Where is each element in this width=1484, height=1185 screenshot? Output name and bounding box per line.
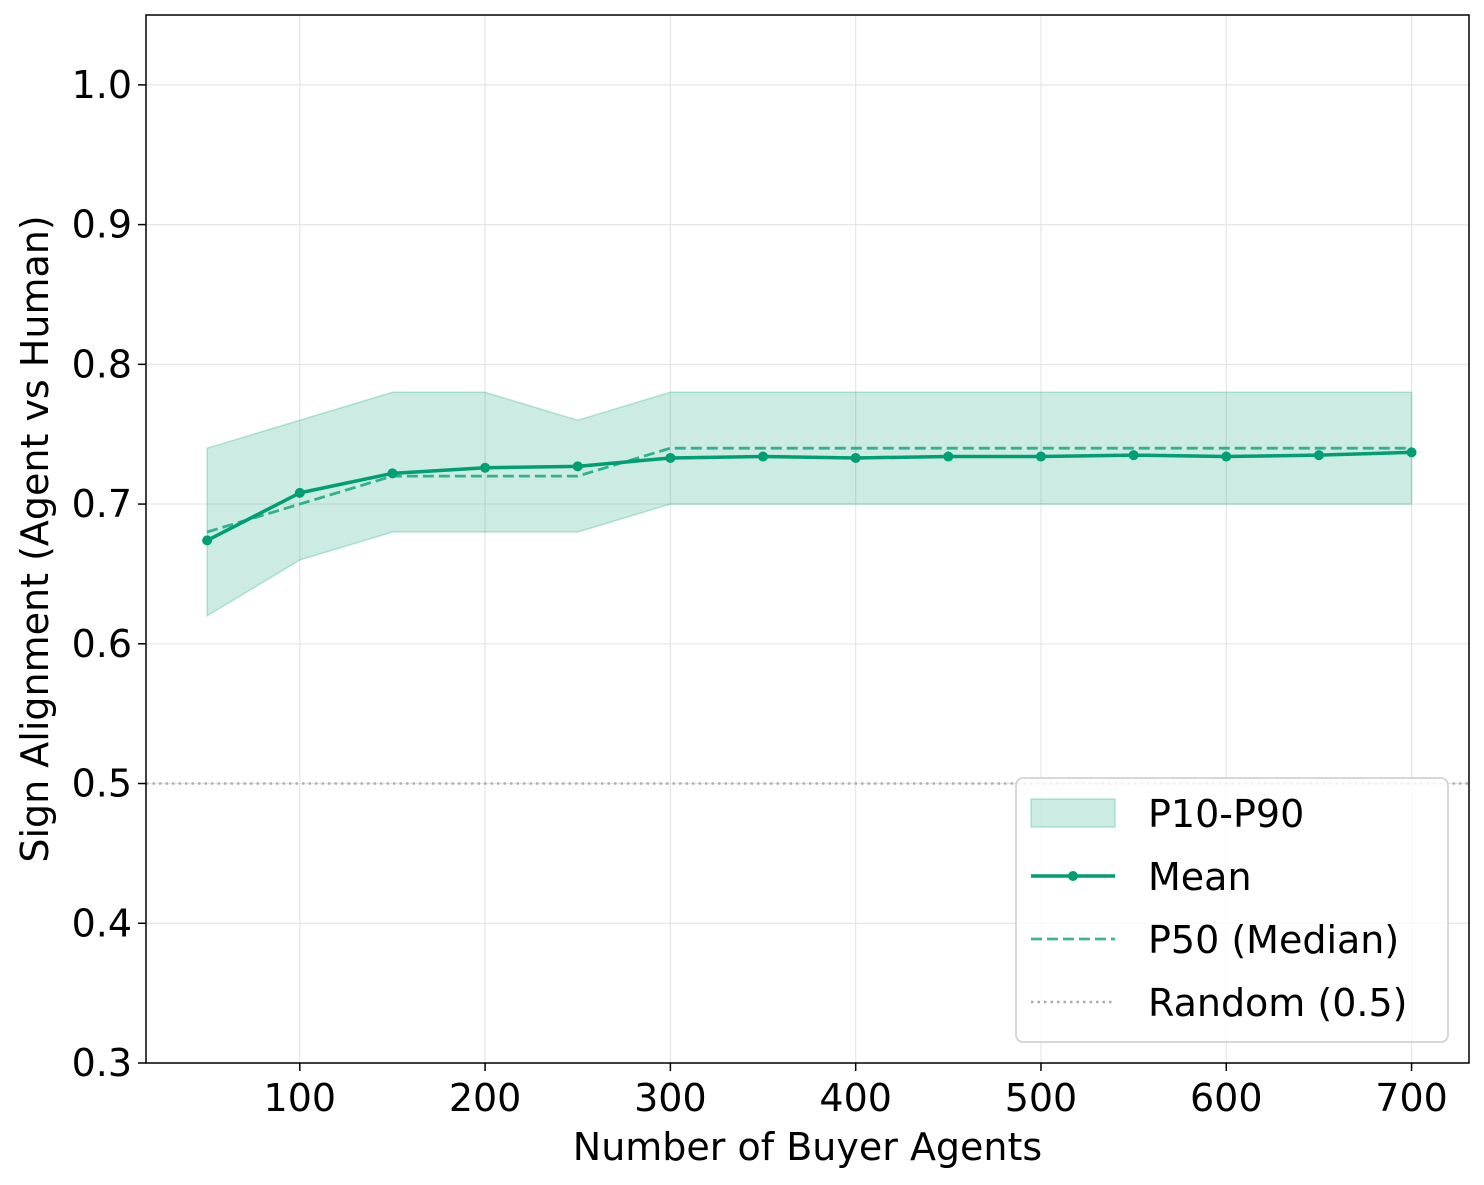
y-tick-label: 0.7 [72, 482, 132, 526]
y-tick-label: 0.4 [72, 901, 132, 945]
x-axis: 100 200 300 400 500 600 700 [264, 1063, 1448, 1120]
y-tick-label: 0.5 [72, 762, 132, 806]
mean-point [1221, 451, 1232, 462]
y-axis: 0.3 0.4 0.5 0.6 0.7 0.8 0.9 1.0 [72, 63, 146, 1085]
y-tick-label: 0.3 [72, 1041, 132, 1085]
legend-label: Random (0.5) [1148, 981, 1408, 1025]
legend-box [1015, 777, 1449, 1043]
mean-point [758, 451, 769, 462]
mean-point [1128, 450, 1139, 461]
y-tick-label: 0.9 [72, 203, 132, 247]
x-tick-label: 700 [1375, 1076, 1448, 1120]
y-axis-label: Sign Alignment (Agent vs Human) [13, 215, 57, 862]
legend-swatch-mean-marker [1068, 871, 1078, 881]
x-tick-label: 600 [1190, 1076, 1263, 1120]
mean-point [294, 487, 305, 498]
x-tick-label: 500 [1005, 1076, 1078, 1120]
x-tick-label: 300 [634, 1076, 707, 1120]
mean-point [387, 468, 398, 479]
mean-point [572, 461, 583, 472]
plot-frame [145, 14, 1470, 1064]
mean-point [1313, 450, 1324, 461]
legend-label: P10-P90 [1148, 792, 1304, 836]
legend: P10-P90 Mean P50 (Median) Random (0.5) [1015, 777, 1449, 1043]
grid [146, 15, 1469, 1064]
mean-point [480, 462, 491, 473]
mean-point [943, 451, 954, 462]
legend-label: Mean [1148, 855, 1252, 899]
mean-point [1035, 451, 1046, 462]
legend-swatch-band [1030, 798, 1116, 828]
y-tick-label: 1.0 [72, 63, 132, 107]
y-tick-label: 0.8 [72, 342, 132, 386]
median-line [206, 446, 1412, 534]
mean-point [665, 452, 676, 463]
mean-line [206, 450, 1412, 542]
legend-label: P50 (Median) [1148, 918, 1399, 962]
x-tick-label: 200 [449, 1076, 522, 1120]
x-axis-label: Number of Buyer Agents [573, 1125, 1042, 1169]
mean-point [1406, 447, 1417, 458]
lines-layer [146, 446, 1469, 785]
x-tick-label: 400 [819, 1076, 892, 1120]
mean-point [850, 452, 861, 463]
mean-point [202, 535, 213, 546]
band-layer [206, 391, 1413, 618]
x-tick-label: 100 [264, 1076, 337, 1120]
y-tick-label: 0.6 [72, 622, 132, 666]
band-p10-p90 [206, 391, 1413, 618]
markers-layer [202, 447, 1417, 546]
